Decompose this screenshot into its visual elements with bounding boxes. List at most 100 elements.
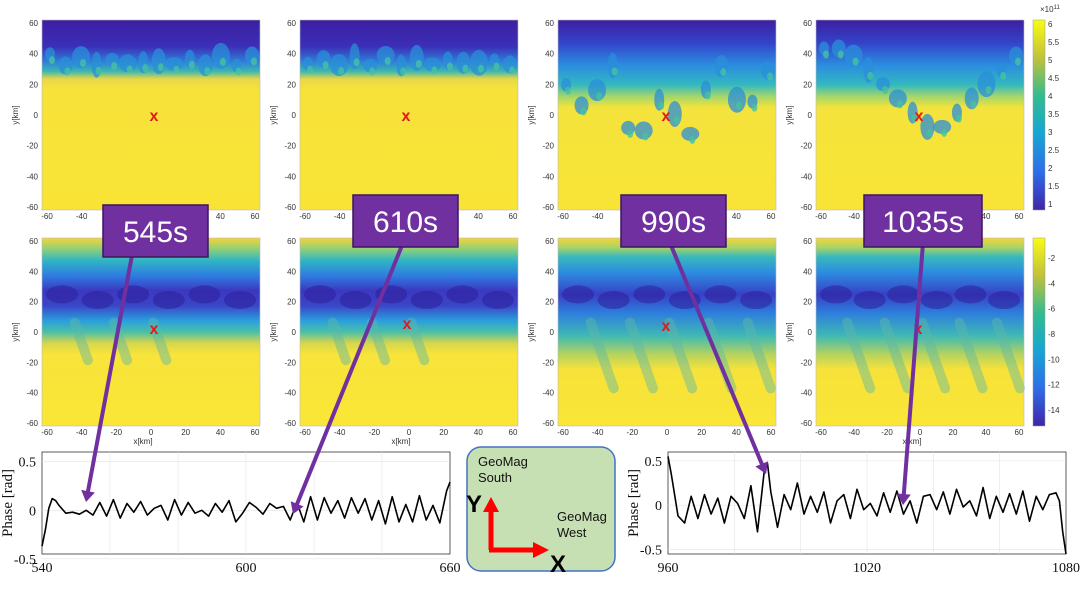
plume-edge	[852, 57, 859, 66]
x-axis-label: x[km]	[902, 437, 921, 446]
plume-edge	[126, 65, 133, 74]
y-tick-label: 0	[29, 504, 36, 519]
legend-west-line1: GeoMag	[557, 509, 607, 524]
x-tick-label: 60	[1015, 428, 1024, 437]
y-tick-label: -40	[284, 389, 296, 398]
colorbar-bottom-tick: -2	[1048, 254, 1056, 263]
plume-edge	[95, 66, 102, 75]
x-tick-label: 1020	[853, 561, 881, 576]
dark-blob	[853, 291, 886, 310]
y-direction-label: Y	[466, 491, 482, 518]
y-tick-label: -40	[542, 389, 554, 398]
legend-south-line2: South	[478, 470, 512, 485]
plume-edge	[941, 128, 948, 137]
observer-marker: x	[662, 108, 671, 125]
y-axis-label: y[km]	[269, 105, 278, 124]
time-pointer-arrow	[668, 242, 765, 466]
y-tick-label: 60	[29, 19, 38, 28]
streak	[842, 317, 876, 394]
plume-edge	[431, 66, 438, 75]
plume-edge	[611, 67, 618, 76]
x-tick-label: 0	[407, 428, 412, 437]
plume-edge	[596, 92, 603, 101]
streak	[742, 317, 776, 394]
x-direction-label: X	[550, 551, 566, 578]
x-tick-label: -40	[592, 212, 604, 221]
y-axis-label: y[km]	[785, 322, 794, 341]
streak	[954, 317, 988, 394]
arrowhead-icon	[755, 461, 769, 474]
dark-blob	[954, 285, 987, 304]
y-tick-label: 0	[34, 111, 39, 120]
y-tick-label: -60	[800, 203, 812, 212]
dark-blob	[81, 291, 114, 310]
x-tick-label: -60	[299, 212, 311, 221]
plume-edge	[384, 57, 391, 66]
y-tick-label: 0	[808, 111, 813, 120]
x-tick-label: -20	[369, 428, 381, 437]
x-tick-label: 0	[665, 428, 670, 437]
y-tick-label: 0.5	[19, 456, 37, 471]
streak	[108, 317, 133, 366]
y-tick-label: 20	[545, 298, 554, 307]
y-tick-label: -40	[800, 172, 812, 181]
y-axis-label: y[km]	[527, 105, 536, 124]
observer-marker: x	[150, 321, 159, 338]
x-axis-label: x[km]	[133, 437, 152, 446]
phase-series-line	[667, 456, 1067, 555]
phase-plot: 0.5 0 -0.5 960 1020 1080 Phase [rad]	[626, 451, 1080, 576]
plume-edge	[64, 67, 71, 76]
time-pointer-arrow	[901, 242, 925, 496]
colorbar-top-tick: 3.5	[1048, 110, 1060, 119]
y-tick-label: -40	[800, 389, 812, 398]
x-tick-label: 660	[440, 561, 461, 576]
x-tick-label: 40	[474, 212, 483, 221]
y-tick-label: 60	[287, 237, 296, 246]
plume-edge	[837, 50, 844, 59]
time-annotation: 610s	[290, 194, 459, 514]
plume-edge	[369, 67, 376, 76]
y-axis-label: y[km]	[11, 322, 20, 341]
y-axis-label: Phase [rad]	[0, 469, 16, 537]
x-tick-label: 40	[732, 212, 741, 221]
x-tick-label: -40	[848, 212, 860, 221]
streak	[879, 317, 913, 394]
y-axis-label: y[km]	[527, 322, 536, 341]
y-tick-label: 0	[292, 328, 297, 337]
y-tick-label: 40	[545, 50, 554, 59]
plume-edge	[142, 64, 149, 73]
plume-edge	[204, 67, 211, 76]
legend-west-line2: West	[557, 525, 587, 540]
y-tick-label: -20	[800, 358, 812, 367]
colorbar-bottom-tick: -10	[1048, 355, 1060, 364]
y-tick-label: 20	[803, 298, 812, 307]
y-tick-label: -20	[542, 142, 554, 151]
dark-blob	[704, 285, 737, 304]
streak	[406, 317, 430, 366]
y-tick-label: 60	[29, 237, 38, 246]
streak	[148, 317, 172, 366]
y-tick-label: -0.5	[640, 544, 662, 559]
plume-edge	[882, 86, 889, 95]
y-tick-label: -40	[542, 172, 554, 181]
time-pointer-arrow	[294, 242, 405, 506]
x-tick-label: 20	[181, 428, 190, 437]
time-label-text: 990s	[641, 206, 706, 239]
x-tick-label: -40	[848, 428, 860, 437]
y-tick-label: 20	[287, 80, 296, 89]
y-arrowhead-icon	[483, 497, 499, 512]
plume-edge	[767, 72, 773, 81]
arrowhead-icon	[290, 501, 304, 514]
observer-marker: x	[403, 316, 412, 333]
y-tick-label: -20	[542, 358, 554, 367]
colorbar-bottom-tick: -8	[1048, 330, 1056, 339]
plume-edge	[235, 67, 242, 76]
y-tick-label: -20	[284, 358, 296, 367]
colorbar-top-tick: 5	[1048, 56, 1053, 65]
dark-blob	[820, 285, 852, 304]
colorbar-bottom-tick: -4	[1048, 279, 1056, 288]
plume-edge	[338, 67, 345, 76]
colorbar-top-tick: 4	[1048, 92, 1053, 101]
colorbar-top-tick: 1.5	[1048, 182, 1060, 191]
plume-edge	[720, 68, 727, 77]
